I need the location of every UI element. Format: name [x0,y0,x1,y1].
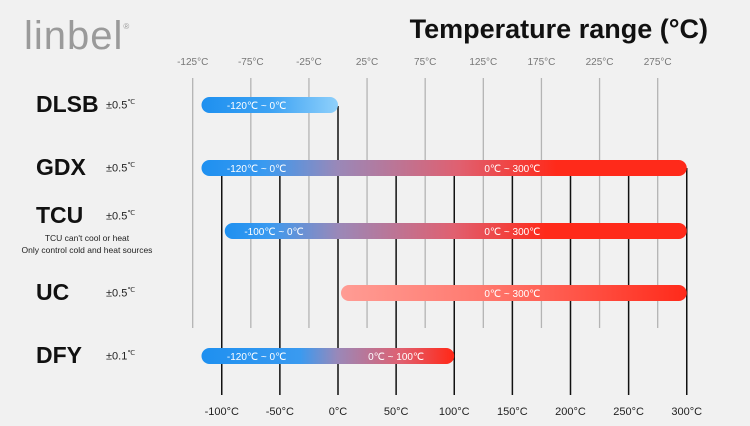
bottom-tick-label: 50°C [384,406,409,418]
bottom-tick-label: -100°C [205,406,239,418]
bottom-tick-label: -50°C [266,406,294,418]
linbel-logo: linbel® [24,14,130,59]
range-label: -120℃ ~ 0℃ [227,352,286,363]
chart-title: Temperature range (°C) [409,14,708,44]
accuracy-label: ±0.5℃ [106,99,136,112]
registered-mark: ® [123,22,131,31]
accuracy-label: ±0.5℃ [106,287,136,300]
note-line: TCU can't cool or heat [44,233,130,243]
top-tick-label: 75°C [414,57,436,68]
range-label: 0℃ ~ 300℃ [484,164,540,175]
top-tick-label: 25°C [356,57,378,68]
top-tick-label: -25°C [296,57,322,68]
range-bar-dfy [201,348,455,364]
range-label: 0℃ ~ 100℃ [368,352,424,363]
range-label: -100℃ ~ 0℃ [244,227,303,238]
range-bar-gdx [201,160,687,176]
top-tick-label: 125°C [469,57,497,68]
model-note: TCU can't cool or heat Only control cold … [14,232,160,256]
range-label: -120℃ ~ 0℃ [227,164,286,175]
top-tick-label: 225°C [586,57,614,68]
accuracy-label: ±0.5℃ [106,162,136,175]
model-name: DLSB [36,91,99,117]
bottom-tick-label: 250°C [613,406,644,418]
model-name: DFY [36,342,82,368]
model-name: UC [36,279,70,305]
bottom-tick-label: 300°C [671,406,702,418]
bottom-tick-label: 100°C [439,406,470,418]
range-label: -120℃ ~ 0℃ [227,101,286,112]
model-name: GDX [36,154,86,180]
top-tick-label: 175°C [527,57,555,68]
model-name: TCU [36,202,84,228]
bottom-tick-label: 200°C [555,406,586,418]
range-label: 0℃ ~ 300℃ [484,289,540,300]
accuracy-label: ±0.1℃ [106,350,136,363]
logo-text: linbel [24,14,124,58]
top-tick-label: -125°C [177,57,208,68]
note-line: Only control cold and heat sources [21,245,153,255]
top-tick-label: 275°C [644,57,672,68]
range-label: 0℃ ~ 300℃ [484,227,540,238]
bottom-tick-label: 150°C [497,406,528,418]
bottom-tick-label: 0°C [329,406,348,418]
top-tick-label: -75°C [238,57,264,68]
range-bar-dlsb [201,97,338,113]
range-bar-uc [341,285,687,301]
accuracy-label: ±0.5℃ [106,210,136,223]
range-bar-tcu [224,223,687,239]
